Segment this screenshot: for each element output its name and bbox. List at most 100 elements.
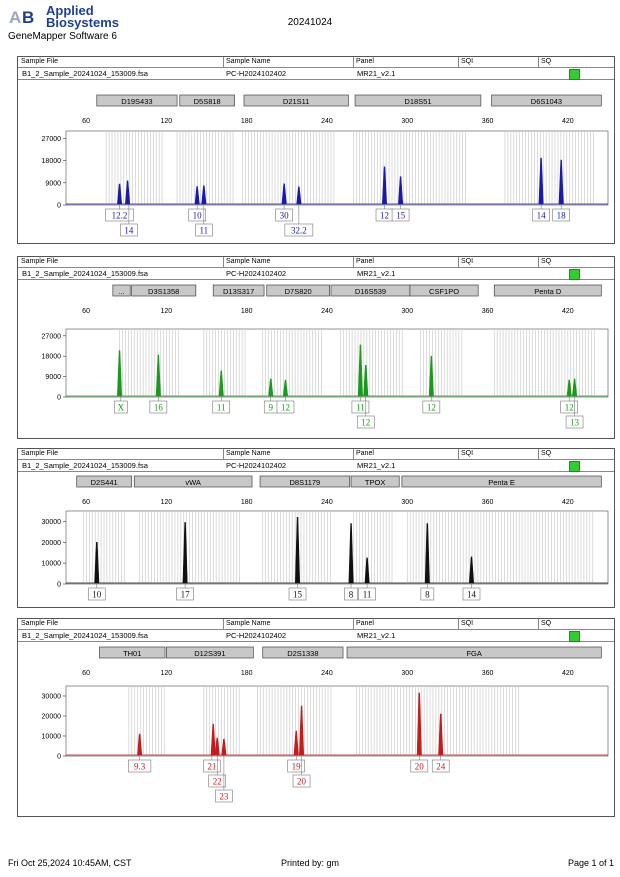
allele-call-text: 12.2 [112,211,128,221]
trace-peak [125,180,131,205]
allele-call-box [212,400,231,414]
footer-printed-on: Fri Oct 25,2024 10:45AM, CST [8,858,132,868]
allele-call-text: 16 [154,403,164,413]
trace-peak [201,185,207,205]
y-tick-label: 0 [57,582,61,589]
sample-file: B1_2_Sample_20241024_153009.fsa [22,69,148,78]
allele-call-text: 10 [193,211,203,221]
allele-call-box [208,774,227,788]
trace-peak [566,379,572,397]
table-header-sqi: SQI [461,58,474,65]
allele-call-box [276,400,295,414]
report-header: A B Applied Biosystems GeneMapper Softwa… [0,0,620,45]
y-tick-label: 27000 [42,136,62,143]
column-separator [458,57,459,67]
allele-call-box [105,208,134,222]
allele-call-label: 13 [565,397,584,429]
marker-box [99,646,166,659]
marker-d2s1338: D2S1338 [262,646,344,659]
allele-call-label: 23 [215,756,233,803]
allele-call-text: 17 [181,590,191,600]
y-tick-label: 18000 [42,158,62,165]
allele-call-text: 11 [200,226,209,236]
electropherogram-panel-green: Sample File Sample Name Panel SQI SQ B1_2_Sam… [17,256,615,439]
allele-call-text: 14 [467,590,477,600]
column-separator [458,619,459,629]
y-tick-label: 30000 [42,519,62,526]
column-separator [223,449,224,459]
allele-call-label: 12 [356,397,375,429]
trace-peak [438,713,444,756]
allele-call-label: 12 [422,397,441,414]
marker-csf1po: CSF1PO [409,284,479,297]
allele-call-box [275,208,293,222]
allele-call-box [420,587,435,601]
marker-d8s1179: D8S1179 [259,475,351,488]
allele-call-box [292,774,311,788]
y-tick-label: 0 [57,754,61,761]
x-tick-label: 240 [321,499,333,506]
marker-box [346,646,602,659]
trace-peak [416,692,422,756]
sample-file: B1_2_Sample_20241024_153009.fsa [22,631,148,640]
trace-peak [538,157,544,205]
marker-vwa: vWA [133,475,253,488]
column-separator [458,257,459,267]
x-tick-label: 420 [562,308,574,315]
report-date: 20241024 [287,17,333,28]
trace-peak [281,183,287,205]
table-header-sq: SQ [541,450,552,457]
allele-call-box [344,587,358,601]
y-tick-label: 20000 [42,540,62,547]
marker-label: D2S1338 [287,649,318,658]
marker-box [76,475,132,488]
allele-call-text: 12 [380,211,389,221]
marker-label: TPOX [365,478,385,487]
trace-peak [282,379,289,397]
allele-call-text: 14 [124,226,134,236]
table-header-sq: SQ [541,58,552,65]
allele-call-label: 17 [176,584,194,601]
marker-box [354,94,482,107]
allele-call-text: 32.2 [291,226,307,236]
table-header-sample-name: Sample Name [226,620,271,627]
column-separator [223,57,224,67]
marker-box [112,284,131,297]
trace-peak [364,557,370,584]
trace-peak [117,350,123,397]
allele-call-label: 8 [344,584,358,601]
trace-peak [155,354,161,397]
marker-d13s317: D13S317 [212,284,265,297]
allele-bin-group [504,132,594,205]
marker-box [493,284,602,297]
brand-name: Applied Biosystems [46,4,119,29]
allele-call-text: 22 [213,777,222,787]
trace-peak [428,355,434,397]
panel-name: MR21_v2.1 [357,269,396,278]
allele-bin-group [119,330,179,397]
column-separator [353,449,354,459]
x-tick-label: 60 [82,499,90,506]
allele-call-box [87,587,106,601]
allele-call-label: 15 [391,205,410,222]
table-header-sample-file: Sample File [21,58,58,65]
allele-call-text: 13 [570,418,580,428]
trace-peak [214,737,220,756]
trace-peak [293,730,299,756]
marker-box [131,284,197,297]
electropherogram-panel-red: Sample File Sample Name Panel SQI SQ B1_2_Sam… [17,618,615,817]
x-tick-label: 240 [321,118,333,125]
trace-peak [94,541,100,584]
y-tick-label: 9000 [45,374,61,381]
table-header-row: Sample File Sample Name Panel SQI SQ [18,449,614,460]
marker-box [491,94,602,107]
x-tick-label: 120 [161,499,173,506]
marker-label: Penta E [488,478,515,487]
x-tick-label: 420 [562,670,574,677]
allele-call-box [149,400,168,414]
allele-call-text: 8 [425,590,430,600]
table-header-row: Sample File Sample Name Panel SQI SQ [18,57,614,68]
trace-peak [194,186,200,205]
allele-bin-group [406,512,594,584]
